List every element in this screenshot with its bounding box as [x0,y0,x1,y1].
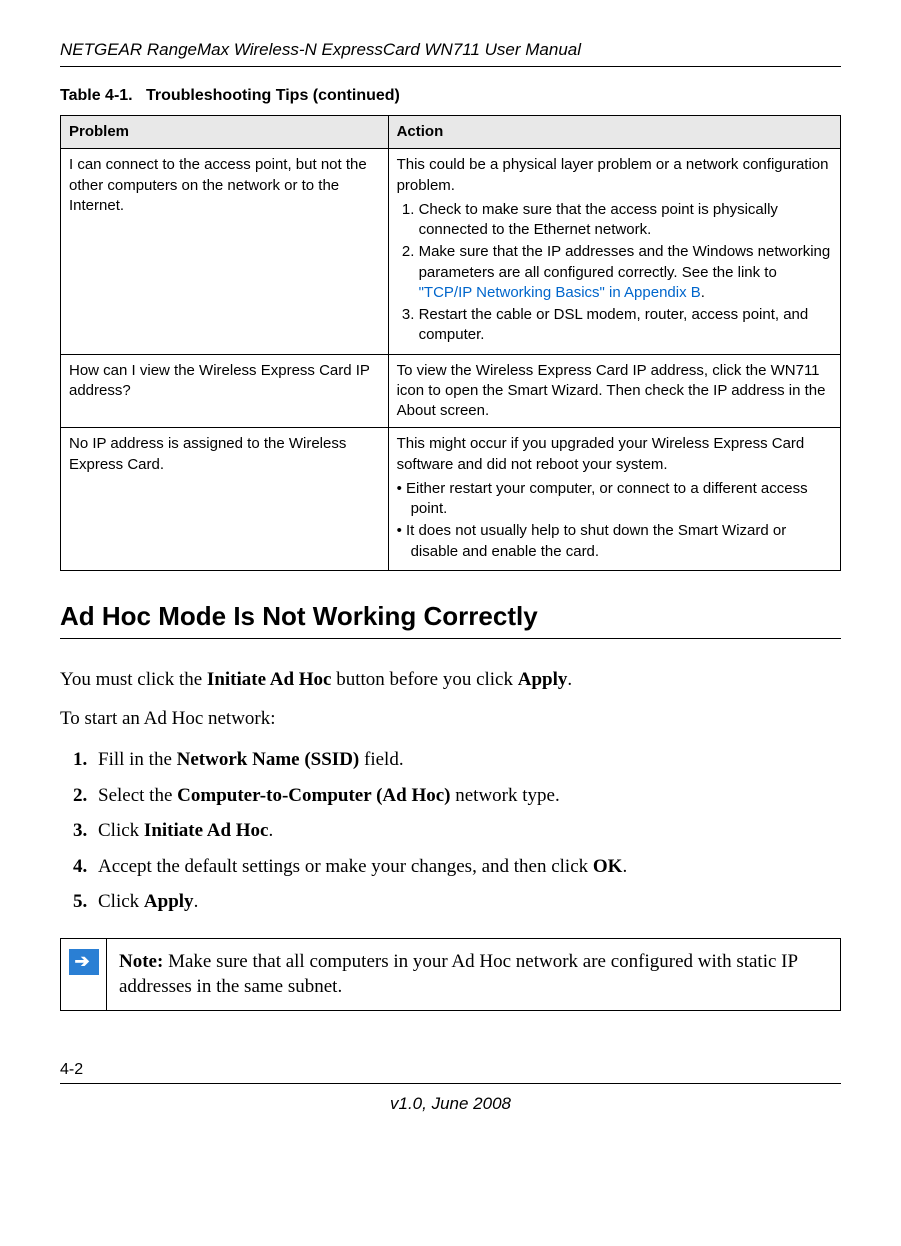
document-title: NETGEAR RangeMax Wireless-N ExpressCard … [60,40,841,60]
table-header-row: Problem Action [61,116,841,149]
step-item: Select the Computer-to-Computer (Ad Hoc)… [92,782,841,810]
step-item: Fill in the Network Name (SSID) field. [92,746,841,774]
s3c: . [268,820,273,841]
page-container: NETGEAR RangeMax Wireless-N ExpressCard … [0,0,901,1144]
action-cell: This might occur if you upgraded your Wi… [388,428,840,571]
page-number: 4-2 [60,1061,841,1079]
step-item: Click Initiate Ad Hoc. [92,817,841,845]
s1b: Network Name (SSID) [177,749,360,770]
steps-lead: To start an Ad Hoc network: [60,706,841,732]
section-heading: Ad Hoc Mode Is Not Working Correctly [60,601,841,632]
header-rule [60,66,841,67]
s4c: . [622,856,627,877]
section-intro: You must click the Initiate Ad Hoc butto… [60,667,841,693]
problem-cell: I can connect to the access point, but n… [61,149,389,354]
bullet-2: It does not usually help to shut down th… [397,521,832,562]
s4a: Accept the default settings or make your… [98,856,593,877]
intro-a: You must click the [60,669,207,690]
step-3: Restart the cable or DSL modem, router, … [419,305,832,346]
note-label: Note: [119,951,163,972]
action-intro: This might occur if you upgraded your Wi… [397,435,805,472]
action-cell: This could be a physical layer problem o… [388,149,840,354]
s2c: network type. [450,785,559,806]
s1c: field. [359,749,403,770]
col-header-action: Action [388,116,840,149]
intro-bold1: Initiate Ad Hoc [207,669,332,690]
intro-b: button before you click [331,669,517,690]
table-row: No IP address is assigned to the Wireles… [61,428,841,571]
action-cell: To view the Wireless Express Card IP add… [388,354,840,428]
note-icon-cell [61,938,107,1010]
arrow-icon [69,949,99,975]
s5a: Click [98,891,144,912]
action-intro: This could be a physical layer problem o… [397,156,829,193]
table-caption-label: Table 4-1. [60,87,133,104]
steps-list: Fill in the Network Name (SSID) field. S… [92,746,841,916]
step-2: Make sure that the IP addresses and the … [419,242,832,303]
action-bullets: Either restart your computer, or connect… [397,479,832,562]
s3a: Click [98,820,144,841]
s3b: Initiate Ad Hoc [144,820,269,841]
s5c: . [194,891,199,912]
tcpip-link[interactable]: "TCP/IP Networking Basics" in Appendix B [419,284,701,301]
step-2a: Make sure that the IP addresses and the … [419,243,831,280]
step-item: Accept the default settings or make your… [92,853,841,881]
note-text-cell: Note: Make sure that all computers in yo… [107,938,841,1010]
s1a: Fill in the [98,749,177,770]
s2b: Computer-to-Computer (Ad Hoc) [177,785,450,806]
table-caption-title: Troubleshooting Tips (continued) [146,87,400,104]
problem-cell: No IP address is assigned to the Wireles… [61,428,389,571]
s2a: Select the [98,785,177,806]
section-rule [60,638,841,639]
step-1: Check to make sure that the access point… [419,200,832,241]
intro-bold2: Apply [518,669,568,690]
troubleshooting-table: Problem Action I can connect to the acce… [60,115,841,571]
note-box: Note: Make sure that all computers in yo… [60,938,841,1011]
bullet-1: Either restart your computer, or connect… [397,479,832,520]
problem-cell: How can I view the Wireless Express Card… [61,354,389,428]
table-row: How can I view the Wireless Express Card… [61,354,841,428]
s4b: OK [593,856,623,877]
intro-c: . [567,669,572,690]
table-caption: Table 4-1. Troubleshooting Tips (continu… [60,87,841,105]
s5b: Apply [144,891,194,912]
note-body: Make sure that all computers in your Ad … [119,951,797,998]
table-row: I can connect to the access point, but n… [61,149,841,354]
step-2b: . [701,284,705,301]
col-header-problem: Problem [61,116,389,149]
step-item: Click Apply. [92,888,841,916]
action-steps: Check to make sure that the access point… [419,200,832,346]
footer-version: v1.0, June 2008 [60,1094,841,1114]
footer-rule [60,1083,841,1084]
